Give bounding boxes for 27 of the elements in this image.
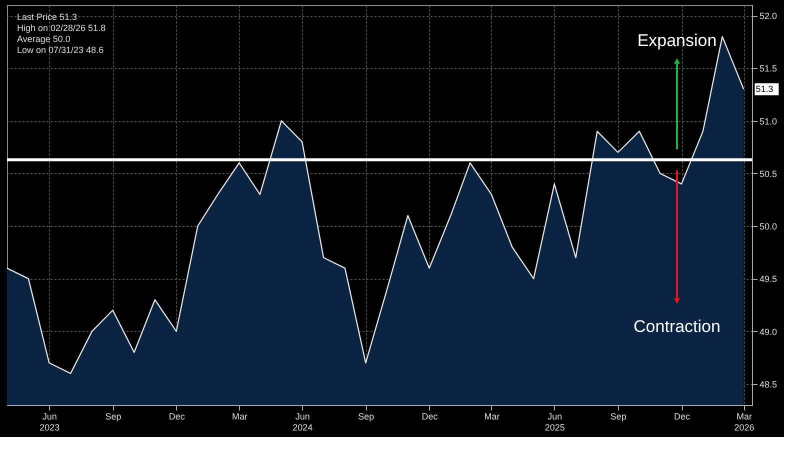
y-tick-label: 50.0 bbox=[760, 222, 778, 232]
x-tick-label: Dec bbox=[422, 412, 438, 422]
annotation: Last Price 51.3 bbox=[17, 12, 78, 22]
y-tick-label: 50.5 bbox=[760, 168, 778, 179]
annotation: Contraction bbox=[634, 317, 720, 336]
y-tick-label: 51.0 bbox=[760, 116, 778, 126]
y-tick-label: 49.5 bbox=[760, 274, 778, 284]
y-tick-label: 52.0 bbox=[760, 11, 778, 22]
annotation: Average 50.0 bbox=[17, 34, 70, 44]
y-tick-label: 48.5 bbox=[760, 379, 778, 390]
x-tick-label: Sep bbox=[610, 412, 626, 422]
y-tick-label: 49.0 bbox=[760, 326, 778, 337]
x-tick-label: Mar bbox=[232, 412, 248, 422]
x-tick-label: Mar bbox=[484, 412, 500, 422]
annotation: Expansion bbox=[637, 31, 717, 50]
annotation: High on 02/28/26 51.8 bbox=[17, 23, 106, 33]
x-tick-label: Jun 2025 bbox=[544, 412, 565, 432]
x-tick-label: Sep bbox=[105, 412, 122, 422]
x-tick-label: Dec bbox=[674, 412, 691, 422]
data-label: 51.3 bbox=[756, 84, 774, 94]
y-tick-label: 51.5 bbox=[760, 64, 778, 74]
x-tick-label: Jun 2023 bbox=[40, 412, 60, 432]
x-tick-label: Jun 2024 bbox=[292, 412, 313, 432]
x-tick-label: Dec bbox=[168, 412, 186, 422]
x-tick-label: Sep bbox=[358, 412, 374, 422]
annotation: Low on 07/31/23 48.6 bbox=[17, 45, 104, 55]
x-tick-label: Mar 2026 bbox=[734, 412, 754, 432]
